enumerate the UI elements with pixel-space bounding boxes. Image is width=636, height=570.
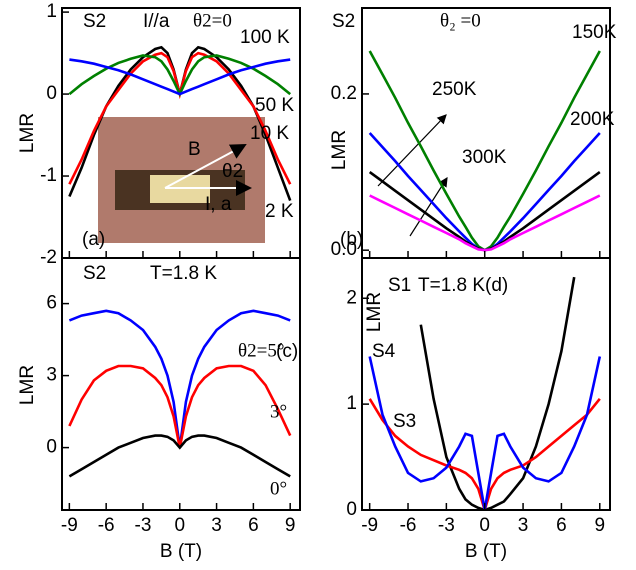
data-line <box>68 364 292 448</box>
plot <box>68 309 292 478</box>
annotation: I//a <box>143 11 170 32</box>
inset-photo: Bθ2 I, a <box>98 117 265 243</box>
annotation: 2 K <box>265 201 294 222</box>
annotation: θ2=0 <box>193 10 232 31</box>
x-axis-label: B (T) <box>465 541 507 562</box>
y-axis-label: LMR <box>329 130 350 170</box>
series-label: S3 <box>393 411 416 432</box>
y-tick-label: 0.0 <box>331 239 357 260</box>
annotation: 50 K <box>255 95 294 116</box>
x-tick-label: -6 <box>400 515 417 536</box>
x-tick-label: 0 <box>174 515 185 536</box>
data-line <box>69 58 291 96</box>
annotation: (d) <box>485 275 508 296</box>
data-line <box>368 397 601 510</box>
annotation: S2 <box>332 11 355 32</box>
x-tick-label: 0 <box>479 515 490 536</box>
inset-label: θ2 <box>222 161 243 182</box>
annotation: 150K <box>572 22 617 43</box>
annotation: 100 K <box>240 27 290 48</box>
data-line <box>369 194 601 252</box>
annotation: S2 <box>83 11 106 32</box>
inset-label: B <box>188 139 201 160</box>
data-line <box>68 434 291 478</box>
data-line <box>419 276 576 510</box>
annotation: (a) <box>82 229 105 250</box>
x-tick-label: 6 <box>248 515 259 536</box>
x-tick-label: -3 <box>438 515 455 536</box>
series-label: 0° <box>270 478 287 499</box>
series-label: S1 <box>388 275 411 296</box>
annotation: 300K <box>462 147 507 168</box>
annotation: θ₂ =0 <box>440 10 481 31</box>
x-tick-label: -9 <box>361 515 378 536</box>
series-label: θ2=5° <box>238 340 284 361</box>
y-tick-label: 2 <box>346 287 357 308</box>
x-tick-label: -6 <box>98 515 115 536</box>
series-label: 3° <box>270 401 287 422</box>
data-line <box>68 309 291 448</box>
plot <box>368 276 602 510</box>
arrow <box>377 114 447 187</box>
annotation: 250K <box>432 79 477 100</box>
y-tick-label: 3 <box>46 365 57 386</box>
y-tick-label: 1 <box>46 1 57 22</box>
x-axis-label: B (T) <box>160 541 202 562</box>
annotation: (c) <box>276 341 298 362</box>
data-line <box>368 356 602 510</box>
y-axis-label: LMR <box>17 365 38 405</box>
x-tick-label: -9 <box>61 515 78 536</box>
y-tick-label: -1 <box>40 165 57 186</box>
annotation: T=1.8 K <box>418 275 485 296</box>
x-tick-label: 9 <box>285 515 296 536</box>
y-tick-label: 1 <box>346 393 357 414</box>
annotation: 10 K <box>250 123 289 144</box>
arrow <box>409 176 448 237</box>
y-tick-label: 0 <box>46 83 57 104</box>
inset-label: I, a <box>205 194 232 215</box>
series-label: S4 <box>372 341 396 362</box>
y-tick-label: 0 <box>346 499 357 520</box>
x-tick-label: 9 <box>594 515 605 536</box>
data-line <box>68 54 292 98</box>
y-tick-label: 0.2 <box>331 83 357 104</box>
annotation: S2 <box>83 263 106 284</box>
axes-frame <box>61 257 301 511</box>
plot <box>68 45 292 202</box>
annotation: T=1.8 K <box>150 263 217 284</box>
x-tick-label: 3 <box>518 515 529 536</box>
annotation: 200K <box>570 109 615 130</box>
y-tick-label: 0 <box>46 437 57 458</box>
axes-frame <box>361 7 611 259</box>
axes-frame <box>361 257 611 511</box>
annotation: (b) <box>340 229 363 250</box>
y-axis-label: LMR <box>364 292 385 332</box>
x-tick-label: 3 <box>211 515 222 536</box>
y-tick-label: 6 <box>46 293 57 314</box>
plot <box>368 50 601 252</box>
x-tick-label: 6 <box>556 515 567 536</box>
y-axis-label: LMR <box>17 113 38 153</box>
y-tick-label: -2 <box>40 247 57 268</box>
x-tick-label: -3 <box>135 515 152 536</box>
